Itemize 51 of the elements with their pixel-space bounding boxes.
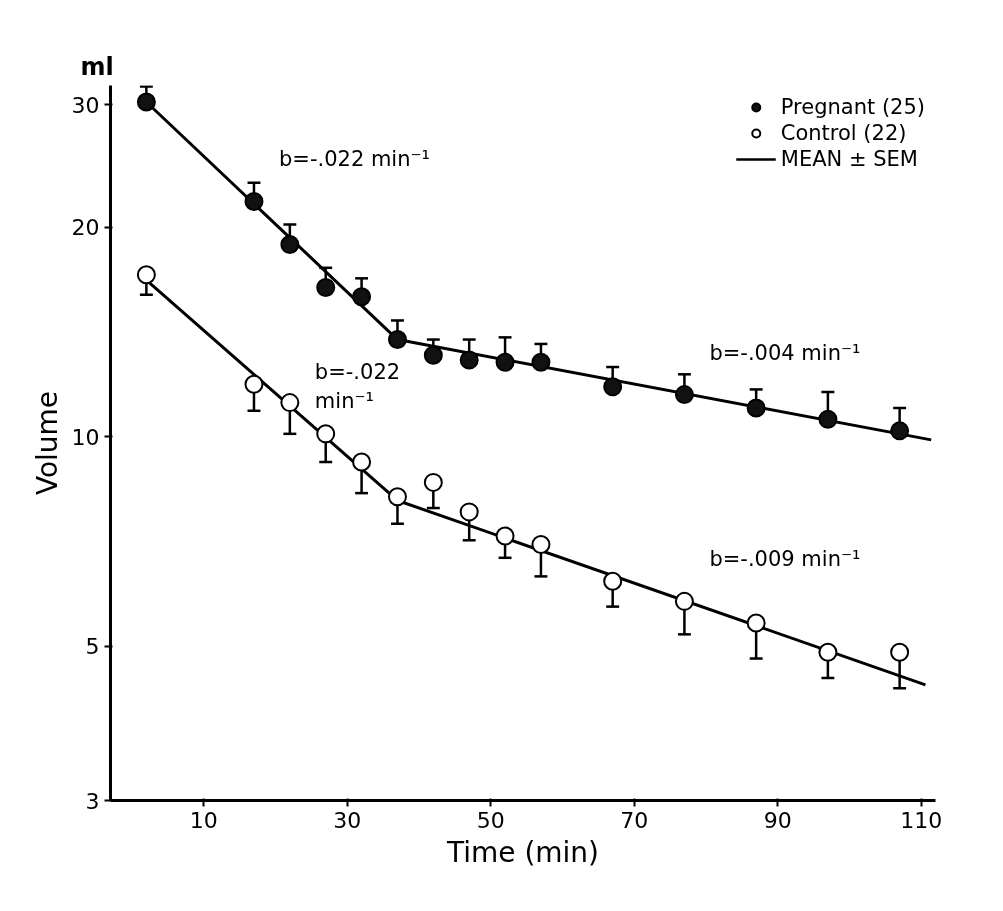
point [352, 452, 372, 472]
annotation: MEAN ± SEM [780, 147, 918, 171]
point [746, 398, 766, 418]
point [387, 330, 407, 350]
point [352, 287, 372, 307]
y-axis-title: Volume [30, 390, 64, 496]
y-tick-label: 3 [85, 788, 100, 814]
point [244, 191, 264, 211]
point [818, 642, 838, 662]
annotation: b=-.004 min⁻¹ [709, 340, 861, 365]
point [136, 265, 156, 285]
annotation: b=-.022 min⁻¹ [314, 359, 401, 413]
point [280, 393, 300, 413]
point [531, 535, 551, 555]
text: ml [80, 52, 114, 81]
x-tick-label: 90 [763, 807, 792, 833]
point [316, 424, 336, 444]
point [495, 352, 515, 372]
y-tick-label: 20 [71, 215, 100, 241]
y-tick-label: 30 [71, 92, 100, 118]
point [459, 350, 479, 370]
point [890, 642, 910, 662]
point [674, 591, 694, 611]
point [280, 235, 300, 255]
point [674, 385, 694, 405]
x-axis-title: Time (min) [445, 835, 600, 869]
annotation: b=-.009 min⁻¹ [709, 547, 861, 572]
point [387, 487, 407, 507]
x-tick-label: 30 [333, 807, 362, 833]
y-tick-label: 10 [71, 424, 100, 450]
legend-label: Control (22) [780, 121, 907, 145]
point [423, 345, 443, 365]
point [136, 92, 156, 112]
point [603, 377, 623, 397]
point [423, 472, 443, 492]
point [244, 374, 264, 394]
point [746, 613, 766, 633]
point [316, 277, 336, 297]
legend-label: Pregnant (25) [780, 95, 925, 119]
annotation: b=-.022 min⁻¹ [278, 147, 431, 172]
point [890, 421, 910, 441]
point [531, 352, 551, 372]
x-tick-label: 50 [476, 807, 505, 833]
point [603, 571, 623, 591]
x-tick-label: 10 [189, 807, 218, 833]
x-tick-label: 110 [900, 807, 943, 833]
x-tick-label: 70 [620, 807, 649, 833]
point [459, 502, 479, 522]
point [495, 526, 515, 546]
y-tick-label: 5 [85, 634, 100, 660]
point [818, 409, 838, 429]
